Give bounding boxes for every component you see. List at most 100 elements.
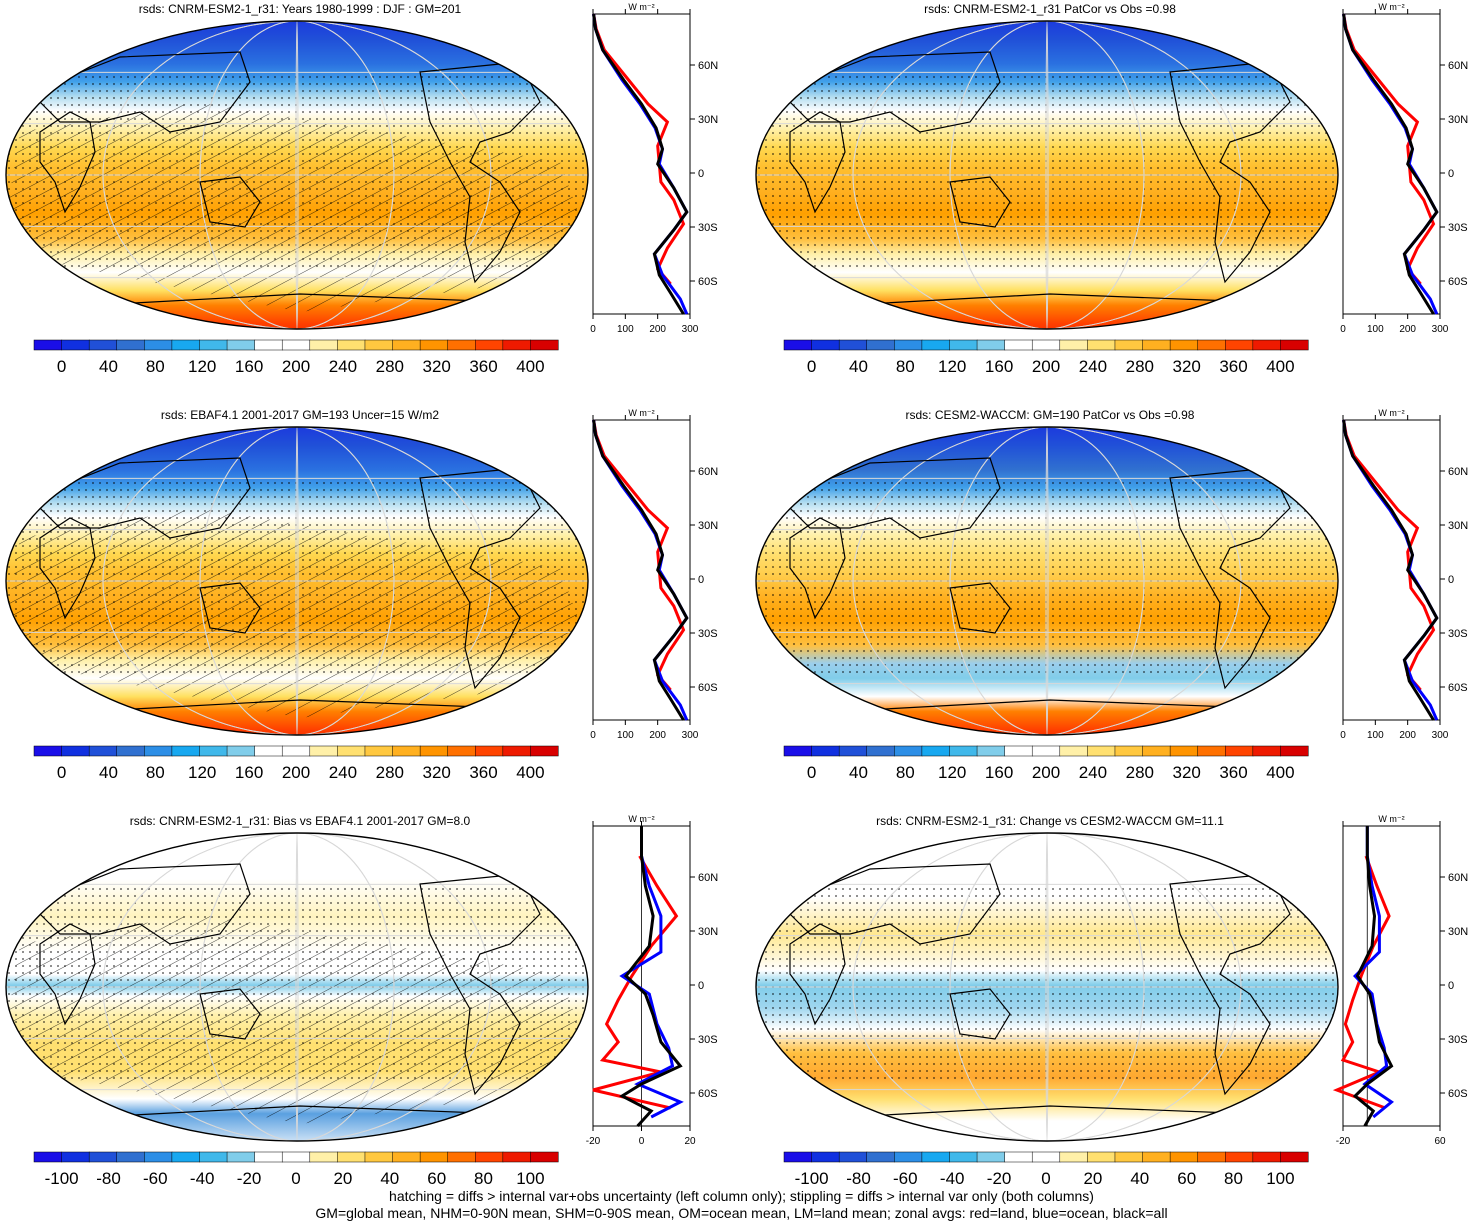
colorbar-tick-label: 400 — [1266, 357, 1294, 376]
coastline — [949, 582, 1011, 634]
lat-tick-label: 30N — [1448, 520, 1468, 532]
x-tick-label: 300 — [1432, 730, 1449, 741]
colorbar-swatch — [364, 745, 394, 757]
colorbar-swatch — [1169, 339, 1199, 351]
ocean-profile-line — [1353, 826, 1395, 1119]
colorbar-swatch — [1142, 745, 1171, 757]
colorbar-swatch — [309, 339, 338, 351]
stippling — [756, 72, 1338, 272]
colorbar-tick-label: 0 — [291, 1169, 300, 1188]
land-profile-line — [1342, 13, 1436, 285]
colorbar-tick-label: 160 — [985, 357, 1013, 376]
colorbar-tick-label: 240 — [329, 763, 357, 782]
colorbar-tick-label: 80 — [474, 1169, 493, 1188]
map-panel — [5, 20, 589, 330]
x-tick-label: 200 — [649, 324, 666, 335]
colorbar-tick-label: 400 — [516, 357, 544, 376]
colorbar-swatch — [144, 745, 173, 757]
colorbar-tick-label: 120 — [938, 763, 966, 782]
colorbar-swatch — [392, 339, 421, 351]
colorbar-tick-label: 40 — [99, 763, 118, 782]
x-tick-label: 300 — [1432, 324, 1449, 335]
colorbar-swatch — [337, 1151, 366, 1163]
colorbar-swatch — [530, 1151, 559, 1163]
map-panel — [5, 832, 589, 1142]
colorbar-tick-label: 80 — [146, 763, 165, 782]
graticule-lon — [949, 833, 1145, 1141]
x-tick-label: 100 — [1367, 324, 1384, 335]
colorbar-swatch — [364, 339, 394, 351]
colorbar-swatch — [811, 1151, 840, 1163]
colorbar-tick-label: 200 — [1032, 357, 1060, 376]
lat-tick-label: 30S — [1448, 222, 1468, 234]
map-border — [755, 832, 1339, 1142]
colorbar-tick-label: -20 — [987, 1169, 1012, 1188]
graticule-lon — [102, 427, 492, 735]
x-tick-label: -20 — [586, 1136, 601, 1147]
colorbar-tick-label: 0 — [57, 763, 66, 782]
lat-tick-label: 0 — [698, 574, 704, 586]
x-tick-label: 0 — [1340, 324, 1346, 335]
lat-tick-label: 60N — [698, 60, 718, 72]
coastline — [778, 457, 1001, 539]
coastline — [1169, 61, 1291, 284]
coastline — [949, 176, 1011, 228]
colorbar-tick-label: 360 — [469, 763, 497, 782]
colorbar-swatch — [1169, 745, 1199, 757]
colorbar-swatch — [838, 745, 868, 757]
graticule-lon — [295, 21, 299, 329]
coastline — [778, 863, 1001, 945]
colorbar-swatch — [811, 339, 840, 351]
colorbar-swatch — [337, 339, 366, 351]
colorbar-swatch — [61, 339, 90, 351]
colorbar-swatch — [976, 745, 1006, 757]
colorbar-tick-label: 120 — [188, 357, 216, 376]
colorbar-swatch — [1087, 1151, 1116, 1163]
map-title: rsds: CESM2-WACCM: GM=190 PatCor vs Obs … — [905, 408, 1195, 422]
colorbar-swatch — [838, 339, 868, 351]
zonal-frame — [592, 13, 691, 315]
lat-tick-label: 30S — [698, 222, 718, 234]
x-tick-label: 300 — [682, 730, 699, 741]
colorbar-swatch — [1225, 1151, 1254, 1163]
colorbar-swatch — [171, 745, 201, 757]
colorbar-tick-label: 200 — [282, 763, 310, 782]
colorbar-tick-label: 120 — [188, 763, 216, 782]
colorbar: -100 -80 -60 -40 -20 0 20 40 60 80 100 — [33, 1151, 559, 1188]
colorbar-swatch — [475, 339, 504, 351]
colorbar-swatch — [199, 339, 228, 351]
graticule-lon — [1045, 21, 1049, 329]
zonal-unit: W m⁻² — [628, 408, 654, 418]
colorbar-swatch — [866, 1151, 895, 1163]
colorbar-tick-label: 400 — [1266, 763, 1294, 782]
map-border — [5, 20, 589, 330]
colorbar-swatch — [171, 339, 201, 351]
colorbar-swatch — [447, 1151, 476, 1163]
colorbar-swatch — [33, 1151, 63, 1163]
colorbar-tick-label: -80 — [96, 1169, 121, 1188]
colorbar-tick-label: 60 — [1177, 1169, 1196, 1188]
colorbar-swatch — [1280, 339, 1309, 351]
colorbar-swatch — [1280, 1151, 1309, 1163]
colorbar-swatch — [392, 1151, 421, 1163]
colorbar-tick-label: 320 — [1173, 763, 1201, 782]
x-tick-label: 100 — [1367, 730, 1384, 741]
zonal-unit: W m⁻² — [1378, 408, 1404, 418]
map-title: rsds: CNRM-ESM2-1_r31: Bias vs EBAF4.1 2… — [129, 814, 471, 828]
colorbar-swatch — [1252, 745, 1281, 757]
colorbar-swatch — [530, 745, 559, 757]
lat-tick-label: 60S — [698, 1088, 718, 1100]
coastline — [789, 111, 846, 214]
colorbar-swatch — [419, 339, 449, 351]
lat-tick-label: 30N — [1448, 114, 1468, 126]
colorbar-swatch — [33, 339, 63, 351]
colorbar-swatch — [475, 745, 504, 757]
colorbar-swatch — [61, 745, 90, 757]
zonal-frame — [592, 419, 691, 721]
colorbar-swatch — [921, 1151, 951, 1163]
colorbar-swatch — [88, 339, 118, 351]
x-tick-label: -20 — [1336, 1136, 1351, 1147]
zonal-frame — [1342, 825, 1441, 1127]
colorbar-swatch — [254, 1151, 283, 1163]
coastline — [1169, 873, 1291, 1096]
